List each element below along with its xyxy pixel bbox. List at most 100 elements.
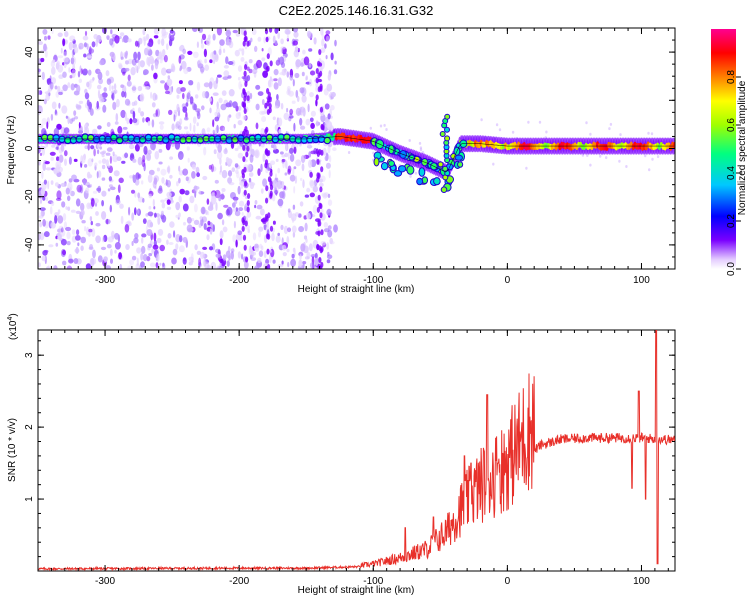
spectrogram-noise: [277, 77, 282, 87]
spectrogram-noise: [131, 212, 135, 221]
ridge-blob: [398, 165, 407, 173]
spectrogram-noise: [237, 185, 241, 195]
spectrogram-noise: [219, 157, 222, 165]
spectrogram-noise: [186, 146, 190, 151]
spectrogram-noise: [113, 170, 120, 177]
spectrogram-noise: [55, 182, 59, 187]
spectrogram-noise: [227, 61, 234, 65]
spectrogram-noise: [225, 209, 230, 216]
spectrogram-noise: [214, 179, 219, 184]
spectrogram-noise: [121, 38, 125, 43]
spectrogram-noise: [182, 48, 186, 55]
spectrogram-noise: [327, 199, 333, 206]
spectrogram-noise: [292, 28, 298, 33]
spectrogram-noise: [213, 149, 217, 155]
spectrogram-noise: [55, 197, 62, 201]
spectrogram-noise: [263, 250, 267, 258]
spectrogram-noise: [193, 124, 196, 133]
spectrogram-noise: [609, 122, 613, 126]
spectrogram-noise: [201, 216, 207, 223]
spectrogram-noise: [234, 210, 241, 217]
spectrogram-noise: [527, 120, 530, 124]
spectrogram-noise: [97, 185, 102, 193]
spectrogram-noise: [161, 67, 167, 76]
spectrogram-noise: [203, 223, 207, 230]
spectrogram-noise: [283, 112, 290, 121]
spectrogram-noise: [312, 204, 318, 214]
spectrogram-noise: [193, 103, 198, 111]
spectrogram-streak: [267, 212, 271, 219]
spectrogram-noise: [608, 127, 611, 131]
spectrogram-noise: [329, 237, 334, 245]
spectrogram-noise: [322, 193, 328, 199]
spectrogram-noise: [230, 251, 234, 260]
spectrogram-noise: [134, 233, 139, 239]
spectrogram-noise: [243, 261, 249, 269]
spectrogram-noise: [217, 212, 223, 220]
ridge-blob: [388, 160, 395, 167]
spectrogram-noise: [175, 121, 181, 129]
spectrogram-noise: [261, 48, 264, 52]
spectrogram-noise: [50, 156, 54, 161]
spectrogram-noise: [159, 124, 164, 130]
spectrogram-noise: [44, 50, 48, 58]
spectrogram-noise: [238, 81, 242, 90]
spectrogram-noise: [235, 112, 241, 120]
spectrogram-noise: [272, 179, 278, 189]
spectrogram-noise: [237, 65, 243, 72]
spectrogram-noise: [184, 116, 189, 121]
spectrogram-noise: [43, 98, 47, 105]
spectrogram-noise: [129, 259, 135, 266]
spectrogram-noise: [219, 164, 223, 173]
spectrogram-noise: [42, 29, 48, 35]
spectrogram-noise: [166, 199, 171, 205]
spectrogram-noise: [221, 219, 225, 226]
spectrogram-noise: [295, 59, 302, 68]
spectrogram-noise: [158, 185, 163, 192]
spectrogram-noise: [147, 42, 153, 47]
spectrogram-noise: [148, 205, 152, 210]
spectrogram-noise: [314, 252, 318, 259]
spectrogram-noise: [310, 122, 315, 129]
spectrogram-noise: [87, 143, 90, 151]
spectrogram-noise: [260, 163, 263, 173]
spectrogram-noise: [151, 248, 154, 254]
spectrogram-noise: [109, 51, 115, 58]
spectrogram-noise: [168, 39, 173, 47]
spectrogram-noise: [225, 29, 232, 37]
spectrogram-noise: [41, 117, 47, 125]
spectrogram-streak: [264, 102, 268, 109]
spectrogram-noise: [289, 74, 294, 81]
spectrogram-noise: [214, 116, 220, 122]
spectrogram-noise: [175, 214, 180, 218]
spectrogram-noise: [332, 147, 337, 152]
spectrogram-noise: [124, 52, 128, 59]
spectrogram-noise: [40, 187, 46, 196]
spectrogram-noise: [152, 180, 157, 189]
spectrogram-noise: [38, 90, 43, 95]
spectrogram-noise: [304, 256, 310, 260]
ridge-blob: [439, 131, 446, 137]
spectrogram-streak: [243, 189, 247, 196]
spectrogram-noise: [179, 188, 185, 195]
spectrogram-noise: [173, 114, 176, 122]
spectrogram-noise: [42, 219, 46, 227]
spectrogram-noise: [181, 60, 187, 70]
spectrogram-noise: [192, 116, 197, 124]
spectrogram-noise: [60, 227, 64, 233]
spectrogram-noise: [308, 48, 313, 52]
spectrogram-noise: [199, 66, 205, 73]
spectrogram-noise: [97, 84, 102, 90]
spectrogram-noise: [277, 167, 281, 174]
spectrogram-noise: [137, 209, 140, 215]
spectrogram-noise: [41, 128, 47, 136]
spectrogram-noise: [195, 94, 199, 99]
spectrogram-noise: [106, 122, 111, 127]
spectrogram-noise: [292, 231, 296, 238]
spectrogram-noise: [254, 204, 257, 209]
spectrogram-noise: [141, 237, 144, 244]
spectrogram-streak: [246, 200, 250, 206]
spectrogram-streak: [245, 256, 249, 263]
ridge-blob: [440, 186, 448, 193]
spectrogram-noise: [68, 41, 73, 51]
